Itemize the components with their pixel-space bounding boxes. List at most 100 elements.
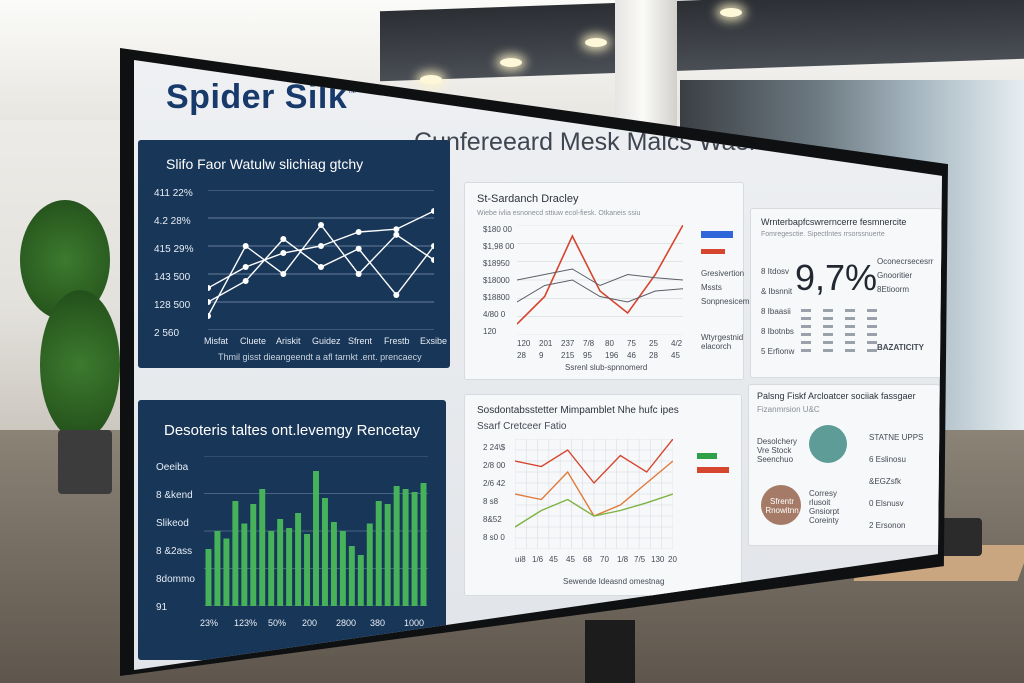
panel-bar-chart: Desoteris taltes ont.levemgy Rencetay Oe… [138, 400, 446, 660]
x-tick: 50% [268, 618, 287, 628]
panel-subtitle: Ssarf Cretceer Fatio [477, 421, 567, 432]
series-line-2 [517, 279, 683, 303]
x-tick: 9 [539, 351, 544, 360]
x-tick: 68 [583, 555, 592, 564]
bar [384, 504, 391, 606]
y-tick: Oeeiba [156, 462, 189, 473]
x-tick: 80 [605, 339, 614, 348]
y-tick: $1,98 00 [483, 242, 515, 251]
legend-swatch-red [697, 467, 729, 473]
chart-footer: Ssrenl slub-spnnomerd [565, 363, 648, 372]
mini-bar [845, 333, 855, 336]
x-tick: 1000 [404, 618, 425, 628]
x-tick: 70 [600, 555, 609, 564]
bar [313, 471, 319, 606]
y-tick: $18800 [483, 293, 510, 302]
data-point [242, 264, 249, 270]
mini-bar [867, 349, 877, 352]
bar [348, 546, 355, 606]
y-tick: 2 560 [154, 328, 180, 339]
monitor-stand [585, 620, 635, 683]
panel-revenue-lines: St-Sardanch Dracley Wiebe ivlia esnonecd… [464, 182, 749, 380]
panel-line-chart: Slifo Faor Watulw slichiag gtchy 411 22%… [138, 140, 450, 368]
x-tick: 28 [649, 351, 658, 360]
mini-bar [801, 333, 811, 336]
y-tick: 2 24\$ [483, 443, 506, 452]
x-tick: 4/2 [671, 339, 683, 348]
x-tick: 237 [561, 339, 575, 348]
y-tick: & Ibsnnit [761, 287, 793, 296]
x-tick: 380 [370, 618, 386, 628]
mini-bar [801, 325, 811, 328]
y-tick: 5 Erfionw [761, 347, 795, 356]
list-item: 2 Ersonon [869, 521, 906, 530]
mini-bar [801, 309, 811, 312]
bar [268, 531, 275, 606]
bar [411, 492, 418, 606]
x-tick: 45 [549, 555, 558, 564]
bar [375, 501, 382, 606]
x-tick: 7/8 [583, 339, 595, 348]
mini-bar [867, 325, 877, 328]
legend-entry: Gresivertion [701, 269, 745, 278]
y-tick: 8 Itdosv [761, 267, 790, 276]
bar [223, 538, 230, 606]
data-point [280, 250, 287, 256]
desk-device [938, 518, 982, 556]
y-tick: 2/8 00 [483, 461, 506, 470]
x-tick: 46 [627, 351, 636, 360]
mini-bar [867, 317, 877, 320]
series-line-2 [515, 493, 673, 528]
x-tick: Ariskit [276, 336, 301, 346]
y-tick: 8 &kend [156, 490, 193, 501]
mini-bar [823, 325, 833, 328]
line-chart [515, 439, 673, 549]
y-tick: 8&52 [483, 515, 502, 524]
mini-bar [867, 341, 877, 344]
y-tick: 8 s0 0 [483, 533, 505, 542]
y-tick: 120 [483, 327, 497, 336]
panel-subtitle: Wiebe ivlia esnonecd sttiuw ecol-fiesk. … [477, 210, 641, 217]
panel-bubbles: Palsng Fiskf Arcloatcer sociiak fassgaer… [748, 384, 940, 546]
data-point [318, 264, 324, 270]
legend-swatch-blue [701, 231, 733, 238]
data-point [393, 231, 400, 238]
side-label: 8Etioorm [877, 285, 910, 294]
bar [366, 523, 373, 606]
legend-swatch-red [701, 249, 725, 254]
list-item: 0 Elsnusv [869, 499, 904, 508]
y-tick: 8 Ibotnbs [761, 327, 794, 336]
legend-entry: Sonpnesicem [701, 297, 750, 306]
bar [420, 483, 427, 606]
mini-bar [823, 333, 833, 336]
chart-footer: Sewende Ideasnd omestnag [563, 577, 665, 586]
data-point [242, 243, 249, 249]
bar-chart [204, 456, 428, 606]
x-tick: 45 [671, 351, 680, 360]
data-point [355, 271, 362, 277]
data-point [431, 257, 434, 263]
x-tick: 28 [517, 351, 526, 360]
bar [321, 498, 328, 606]
kpi-value: 9,7% [795, 257, 878, 298]
x-tick: 120 [517, 339, 531, 348]
series-line-0 [517, 225, 683, 325]
bar [277, 519, 284, 606]
ceiling-light [720, 8, 742, 17]
chart-footer: Thmil gisst dieangeendt a afl tarnkt .en… [218, 352, 422, 362]
mini-bar [823, 349, 833, 352]
y-tick: 128 500 [154, 300, 191, 311]
x-tick: Guidez [312, 336, 341, 346]
line-chart [208, 190, 434, 330]
data-point [431, 208, 434, 214]
bar [393, 486, 400, 606]
y-tick: 143 500 [154, 272, 191, 283]
y-tick: 415 29% [154, 244, 194, 255]
data-point [208, 313, 211, 319]
data-point [393, 226, 400, 233]
data-point [242, 278, 249, 284]
x-tick: Exsibe [420, 336, 448, 346]
ceiling-light [500, 58, 522, 67]
x-tick: 1/6 [532, 555, 544, 564]
ceiling-light [585, 38, 607, 47]
